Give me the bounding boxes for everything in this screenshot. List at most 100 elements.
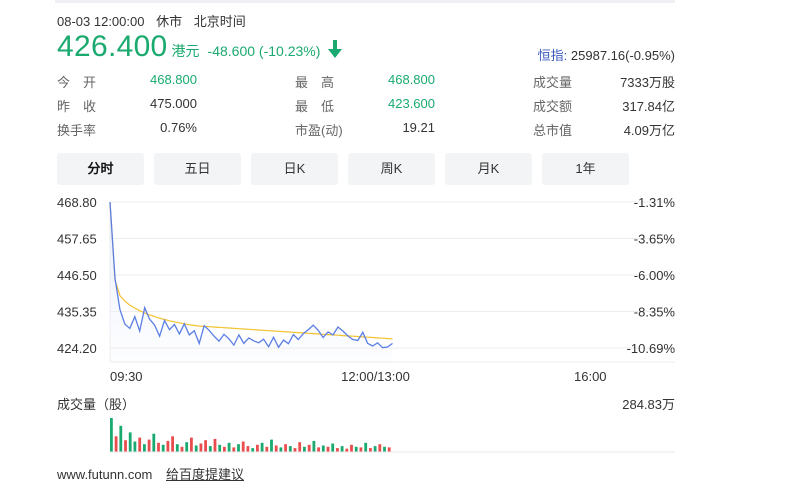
volume-bar <box>143 444 146 452</box>
volume-bar <box>260 442 264 452</box>
hsi-index-value: 25987.16(-0.95%) <box>570 48 675 63</box>
volume-bar <box>147 439 151 452</box>
time-tick-label: 16:00 <box>574 369 607 384</box>
status-market-state: 休市 <box>156 14 183 29</box>
volume-bar <box>303 446 306 452</box>
volume-bar <box>340 446 344 452</box>
volume-bar <box>227 442 231 452</box>
volume-bar <box>336 448 339 452</box>
feedback-link[interactable]: 给百度提建议 <box>166 467 245 482</box>
volume-bar <box>241 441 245 452</box>
volume-bar <box>373 446 377 452</box>
volume-bar <box>293 448 297 452</box>
volume-bar <box>161 444 165 452</box>
volume-bars <box>110 418 391 452</box>
current-price: 426.400 <box>57 30 168 63</box>
tab-monthly-k[interactable]: 月K <box>445 153 532 185</box>
volume-bar <box>387 447 391 452</box>
volume-axis-label: 成交量（股） <box>57 397 135 412</box>
stat-turnover-rate-label: 换手率 <box>57 123 97 138</box>
volume-bar <box>124 440 127 452</box>
footer-site: www.futunn.com <box>57 467 153 482</box>
volume-bar <box>223 446 226 452</box>
stat-open-label: 今 开 <box>57 75 97 90</box>
volume-bar <box>246 446 250 452</box>
stat-market-cap-value: 4.09万亿 <box>623 123 675 138</box>
volume-bar <box>265 446 269 452</box>
average-price-line <box>109 201 393 340</box>
percent-tick-label: -6.00% <box>634 268 676 283</box>
volume-bar <box>364 442 368 452</box>
volume-bar <box>298 442 302 452</box>
time-tick-label: 09:30 <box>110 369 143 384</box>
volume-bar <box>232 447 236 452</box>
volume-bar <box>274 445 278 452</box>
volume-bar <box>175 444 179 452</box>
price-line <box>109 201 393 349</box>
volume-bar <box>369 448 372 452</box>
volume-bar <box>383 446 386 452</box>
price-change: -48.600 (-10.23%) <box>207 43 321 59</box>
tab-weekly-k[interactable]: 周K <box>348 153 435 185</box>
percent-tick-label: -1.31% <box>634 195 676 210</box>
volume-bar <box>307 444 311 452</box>
tab-five-day[interactable]: 五日 <box>154 153 241 185</box>
stat-market-cap-label: 总市值 <box>533 123 573 138</box>
volume-bar <box>138 437 142 452</box>
volume-bar <box>288 446 292 452</box>
stat-open-value: 468.800 <box>150 72 197 87</box>
volume-bar <box>204 440 207 452</box>
time-axis-labels: 09:30 12:00/13:00 16:00 <box>110 369 607 384</box>
volume-bar <box>359 447 363 452</box>
percent-axis-labels: -1.31% -3.65% -6.00% -8.35% -10.69% <box>627 195 676 356</box>
price-tick-label: 435.35 <box>57 305 97 320</box>
status-datetime: 08-03 12:00:00 <box>57 14 145 29</box>
volume-bar <box>180 446 184 452</box>
stat-high-value: 468.800 <box>388 72 435 87</box>
volume-bar <box>284 444 287 452</box>
stat-prev-close-value: 475.000 <box>150 96 197 111</box>
down-arrow-icon <box>328 40 343 58</box>
volume-bar <box>166 440 170 452</box>
quote-row: 426.400 港元 -48.600 (-10.23%) <box>57 30 343 70</box>
stat-volume-label: 成交量 <box>533 75 573 90</box>
volume-max-label: 284.83万 <box>622 397 675 412</box>
stat-high-label: 最 高 <box>295 75 335 90</box>
stat-low-label: 最 低 <box>295 99 335 114</box>
stat-prev-close-label: 昨 收 <box>57 99 97 114</box>
volume-bar <box>326 446 330 452</box>
stat-pe-label: 市盈(动) <box>295 123 343 138</box>
volume-bar <box>354 446 358 452</box>
tab-intraday[interactable]: 分时 <box>57 153 144 185</box>
volume-bar <box>133 441 137 452</box>
volume-bar <box>157 442 160 452</box>
stat-volume-value: 7333万股 <box>620 75 675 90</box>
volume-bar <box>152 433 156 452</box>
market-status: 08-03 12:00:00 休市 北京时间 <box>57 11 254 30</box>
volume-bar <box>213 438 217 452</box>
volume-bar <box>114 436 118 452</box>
volume-bar <box>345 448 349 452</box>
volume-bar <box>199 443 203 452</box>
status-timezone: 北京时间 <box>193 14 246 29</box>
hsi-index[interactable]: 恒指: 25987.16(-0.95%) <box>538 45 675 64</box>
volume-bar <box>194 445 198 452</box>
tab-one-year[interactable]: 1年 <box>542 153 629 185</box>
volume-bar <box>218 444 222 452</box>
tab-daily-k[interactable]: 日K <box>251 153 338 185</box>
stat-amount-value: 317.84亿 <box>622 99 675 114</box>
volume-bar <box>251 448 255 452</box>
percent-tick-label: -10.69% <box>627 341 676 356</box>
stat-pe-value: 19.21 <box>402 120 435 135</box>
volume-bar <box>185 442 189 452</box>
time-tick-label: 12:00/13:00 <box>341 369 410 384</box>
price-axis-labels: 468.80 457.65 446.50 435.35 424.20 <box>57 195 97 356</box>
top-divider <box>55 0 675 3</box>
volume-bar <box>312 440 316 452</box>
volume-bar <box>171 436 174 452</box>
volume-bar <box>119 425 123 452</box>
hsi-index-label[interactable]: 恒指: <box>537 48 568 63</box>
volume-bar <box>190 437 193 452</box>
volume-bar <box>331 443 335 452</box>
price-tick-label: 468.80 <box>57 195 97 210</box>
